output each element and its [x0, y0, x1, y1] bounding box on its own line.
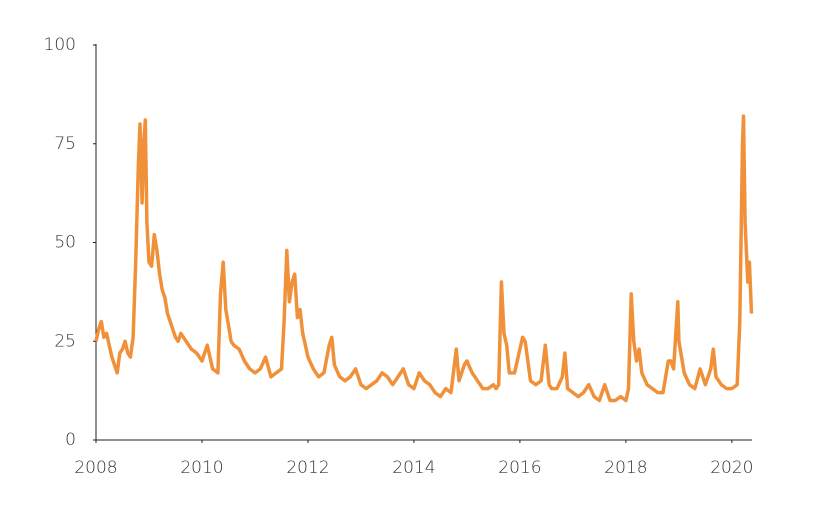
x-tick-label: 2018 — [604, 458, 647, 478]
x-tick-label: 2014 — [392, 458, 435, 478]
x-tick-label: 2008 — [74, 458, 117, 478]
x-tick-label: 2010 — [180, 458, 223, 478]
x-tick-label: 2016 — [498, 458, 541, 478]
y-tick-label: 50 — [54, 233, 76, 253]
y-tick-label: 75 — [54, 134, 76, 154]
y-tick-label: 25 — [54, 331, 76, 351]
x-tick-label: 2020 — [710, 458, 753, 478]
series-line — [94, 114, 754, 403]
x-tick-label: 2012 — [286, 458, 329, 478]
y-tick-label: 0 — [65, 430, 76, 450]
y-tick-label: 100 — [44, 35, 76, 55]
